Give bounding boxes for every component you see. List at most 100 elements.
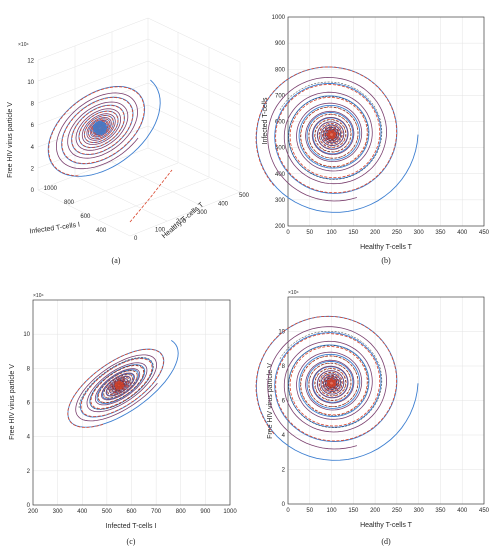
panel-c-caption: (c) bbox=[127, 537, 136, 546]
panel-a-y-label: Infected T-cells I bbox=[29, 222, 80, 236]
panel-d-x-ticks: 0 50 100 150 200 250 300 350 400 450 bbox=[286, 508, 489, 514]
panel-b-x-ticks: 0 50 100 150 200 250 300 350 400 450 bbox=[286, 230, 489, 236]
panel-d-x-tick: 200 bbox=[370, 508, 381, 514]
panel-d-x-tick: 100 bbox=[327, 508, 338, 514]
panel-b-y-tick: 600 bbox=[275, 120, 286, 126]
panel-a-z-tick: 12 bbox=[27, 58, 34, 64]
panel-c-x-tick: 500 bbox=[102, 509, 113, 515]
panel-b-x-label: Healthy T-cells T bbox=[360, 244, 413, 251]
panel-b-y-tick: 1000 bbox=[272, 15, 286, 21]
panel-a-trajectories bbox=[47, 79, 173, 223]
trajectory-red-dashed bbox=[255, 315, 398, 442]
panel-a: ×10⁴ 0 2 4 6 8 10 12 400 600 800 1000 0 100 200 300 4… bbox=[7, 17, 250, 265]
panel-d-y-tick: 6 bbox=[282, 399, 286, 405]
panel-c-x-label: Infected T-cells I bbox=[106, 523, 157, 530]
panel-d-y-tick: 0 bbox=[282, 502, 286, 508]
panel-c-y-tick: 8 bbox=[27, 366, 31, 372]
panel-c-x-tick: 300 bbox=[53, 509, 64, 515]
panel-a-x-tick: 500 bbox=[239, 193, 250, 199]
panel-c-x-tick: 800 bbox=[176, 509, 187, 515]
panel-c-x-tick: 700 bbox=[151, 509, 162, 515]
panel-d-y-tick: 4 bbox=[282, 433, 286, 439]
panel-d-trajectories bbox=[255, 315, 419, 461]
panel-a-z-tick: 6 bbox=[31, 123, 35, 129]
panel-d-x-tick: 250 bbox=[392, 508, 403, 514]
panel-b-y-tick: 700 bbox=[275, 93, 286, 99]
panel-a-z-label: Free HIV virus particle V bbox=[7, 102, 14, 178]
panel-d-x-tick: 450 bbox=[479, 508, 490, 514]
panel-b-y-tick: 200 bbox=[275, 224, 286, 230]
panel-d-frame bbox=[287, 296, 485, 505]
panel-a-z-tick: 4 bbox=[31, 145, 35, 151]
panel-c-x-tick: 600 bbox=[126, 509, 137, 515]
panel-b-x-tick: 0 bbox=[286, 230, 290, 236]
panel-a-exponent: ×10⁴ bbox=[18, 42, 29, 48]
panel-b-x-tick: 250 bbox=[392, 230, 403, 236]
panel-c-x-tick: 200 bbox=[28, 509, 39, 515]
panel-a-y-tick: 1000 bbox=[44, 186, 58, 192]
panel-a-y-tick: 800 bbox=[64, 200, 75, 206]
panel-d-caption: (d) bbox=[381, 537, 391, 546]
panel-b-x-tick: 100 bbox=[327, 230, 338, 236]
panel-b-x-tick: 450 bbox=[479, 230, 490, 236]
panel-b-x-tick: 350 bbox=[435, 230, 446, 236]
panel-a-x-label: Healthy T-cells T bbox=[161, 201, 206, 240]
panel-a-x-tick: 400 bbox=[218, 202, 229, 208]
panel-b-x-tick: 150 bbox=[348, 230, 359, 236]
panel-c-x-tick: 1000 bbox=[223, 509, 237, 515]
equilibrium-point bbox=[93, 121, 107, 135]
panel-d-exponent: ×10⁴ bbox=[288, 290, 299, 296]
equilibrium-point bbox=[327, 378, 337, 388]
panel-c-x-ticks: 200 300 400 500 600 700 800 900 1000 bbox=[28, 509, 237, 515]
panel-a-x-tick: 200 bbox=[176, 219, 187, 225]
panel-c-trajectories bbox=[67, 340, 179, 428]
panel-b-x-tick: 400 bbox=[457, 230, 468, 236]
panel-c-x-tick: 900 bbox=[200, 509, 211, 515]
equilibrium-point bbox=[327, 130, 337, 140]
panel-a-grid bbox=[37, 17, 241, 237]
panel-d-y-tick: 2 bbox=[282, 468, 286, 474]
panel-a-z-tick: 2 bbox=[31, 166, 35, 172]
panel-c-y-tick: 4 bbox=[27, 435, 31, 441]
panel-a-x-ticks: 0 100 200 300 400 500 bbox=[134, 193, 250, 242]
panel-b-y-tick: 800 bbox=[275, 67, 286, 73]
panel-c-frame bbox=[32, 299, 231, 506]
panel-a-z-tick: 10 bbox=[27, 80, 34, 86]
panel-d-x-tick: 150 bbox=[348, 508, 359, 514]
panel-a-caption: (a) bbox=[112, 256, 121, 265]
panel-d-x-tick: 400 bbox=[457, 508, 468, 514]
panel-d-x-tick: 300 bbox=[414, 508, 425, 514]
panel-c-exponent: ×10⁴ bbox=[33, 293, 44, 299]
panel-c-y-label: Free HIV virus particle V bbox=[9, 364, 16, 440]
panel-b-x-tick: 300 bbox=[414, 230, 425, 236]
panel-b: 0 50 100 150 200 250 300 350 400 450 200300400500… bbox=[255, 15, 490, 265]
panel-b-y-tick: 500 bbox=[275, 146, 286, 152]
panel-b-y-label: Infected T-cells bbox=[262, 97, 269, 144]
panel-d-x-tick: 0 bbox=[286, 508, 290, 514]
panel-a-x-tick: 100 bbox=[155, 227, 166, 233]
panel-d-y-label: Free HIV virus particle V bbox=[267, 363, 274, 439]
panel-a-y-ticks: 400 600 800 1000 bbox=[44, 186, 107, 234]
panel-b-frame bbox=[287, 16, 485, 227]
panel-c-y-tick: 0 bbox=[27, 503, 31, 509]
panel-c-x-tick: 400 bbox=[77, 509, 88, 515]
panel-a-y-tick: 600 bbox=[80, 214, 91, 220]
panel-b-x-tick: 200 bbox=[370, 230, 381, 236]
panel-a-z-tick: 8 bbox=[31, 102, 35, 108]
trajectory-initial-leg bbox=[129, 169, 173, 223]
panel-b-y-tick: 300 bbox=[275, 198, 286, 204]
panel-a-z-tick: 0 bbox=[31, 188, 35, 194]
panel-b-trajectories bbox=[255, 66, 419, 213]
panel-b-y-tick: 900 bbox=[275, 41, 286, 47]
panel-d-y-tick: 8 bbox=[282, 364, 286, 370]
panel-d: ×10⁴ 0 50 100 150 200 250 300 350 400 450 0 2 4 6 8 10… bbox=[255, 290, 490, 546]
equilibrium-point bbox=[114, 380, 124, 390]
panel-c-y-tick: 6 bbox=[27, 401, 31, 407]
panel-d-x-label: Healthy T-cells T bbox=[360, 522, 413, 529]
panel-d-x-tick: 50 bbox=[306, 508, 313, 514]
panel-c-y-tick: 10 bbox=[23, 332, 30, 338]
panel-d-x-tick: 350 bbox=[435, 508, 446, 514]
panel-a-x-tick: 300 bbox=[197, 210, 208, 216]
